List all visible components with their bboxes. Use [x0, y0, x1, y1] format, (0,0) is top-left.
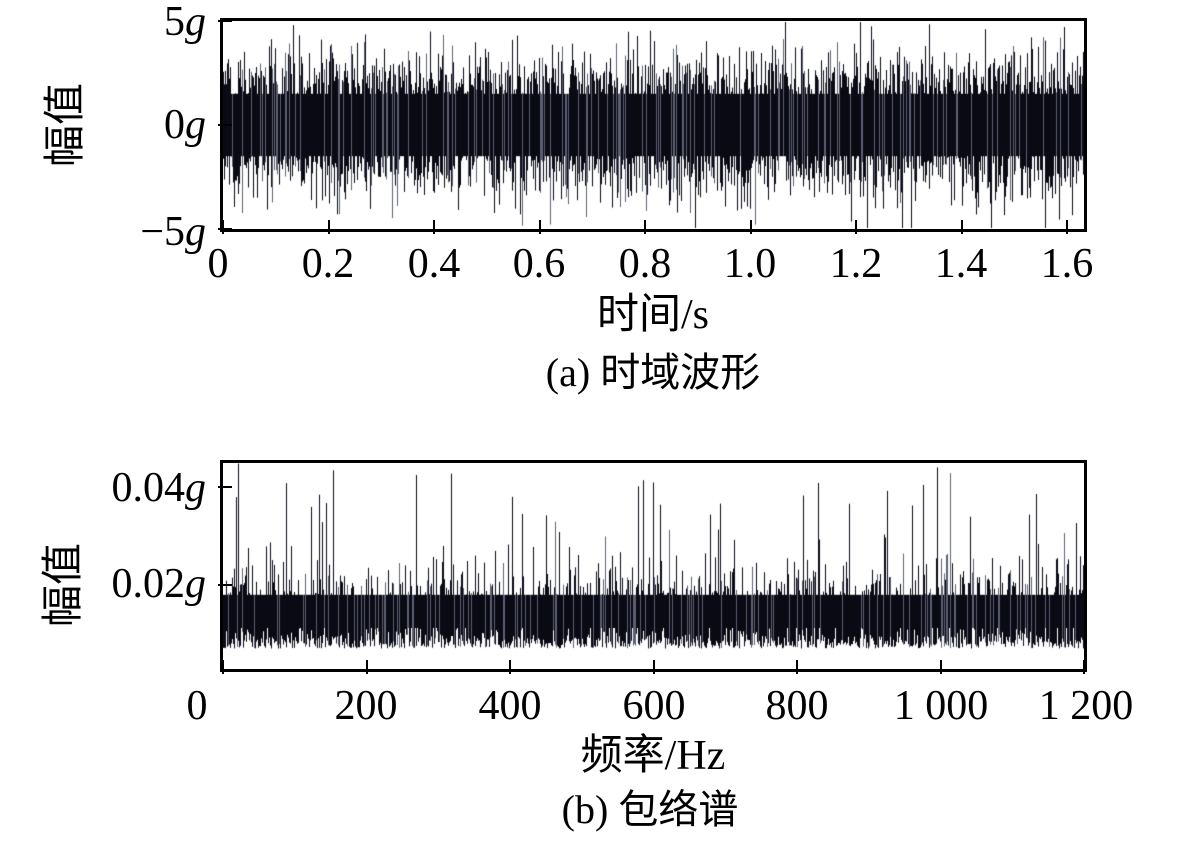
time-waveform-plot-area [218, 18, 1087, 234]
y-axis-tick [218, 486, 232, 489]
x-axis-tick [222, 220, 224, 234]
panel-a-x-tick-label: 0.8 [618, 241, 672, 287]
tick-unit: g [185, 561, 206, 607]
x-axis-tick [644, 220, 647, 234]
x-axis-tick [365, 660, 368, 674]
tick-value: 0.02 [111, 561, 186, 607]
envelope-spectrum-canvas [223, 463, 1084, 669]
tick-value: 5 [164, 0, 185, 45]
panel-a-y-tick-label: 0g [0, 101, 206, 149]
x-axis-tick [538, 220, 541, 234]
x-axis-tick [652, 660, 655, 674]
tick-value: −5 [140, 209, 185, 255]
x-axis-tick [749, 220, 752, 234]
tick-unit: g [185, 465, 206, 511]
panel-a-x-tick-label: 0.6 [512, 241, 566, 287]
panel-a-x-tick-label: 0 [207, 241, 229, 287]
x-axis-tick [222, 660, 224, 674]
panel-a-y-tick-label: −5g [0, 208, 206, 256]
panel-a-x-tick-label: 0.4 [407, 241, 461, 287]
tick-unit: g [185, 102, 206, 148]
panel-a-x-tick-label: 0.2 [301, 241, 355, 287]
x-axis-tick [960, 220, 963, 234]
tick-value: 0.04 [111, 465, 186, 511]
x-axis-tick [939, 660, 942, 674]
x-axis-tick [796, 660, 798, 674]
tick-unit: g [185, 0, 206, 45]
envelope-spectrum-plot-area [218, 460, 1087, 674]
x-axis-tick [433, 220, 436, 234]
panel-b-x-tick-label: 1 000 [893, 683, 989, 729]
panel-b-x-tick-label: 800 [765, 683, 829, 729]
panel-a-x-axis-title: 时间/s [596, 292, 710, 338]
panel-b-y-tick-label: 0.02g [0, 560, 207, 608]
panel-b-x-tick-label: 600 [622, 683, 686, 729]
panel-b-x-tick-label: 200 [334, 683, 398, 729]
y-axis-tick [218, 124, 232, 126]
panel-a-caption: (a) 时域波形 [545, 350, 761, 395]
x-axis-tick [1083, 660, 1085, 674]
tick-unit: g [185, 209, 206, 255]
panel-b-y-tick-label: 0.04g [0, 464, 207, 512]
panel-b-x-axis-title: 频率/Hz [580, 733, 726, 779]
panel-b-caption: (b) 包络谱 [561, 787, 739, 832]
x-axis-tick [509, 660, 511, 674]
tick-value: 0 [164, 102, 185, 148]
panel-a-x-tick-label: 1.0 [723, 241, 777, 287]
panel-a-x-tick-label: 1.6 [1040, 241, 1094, 287]
y-axis-tick [218, 228, 232, 230]
panel-a-y-tick-label: 5g [0, 0, 206, 46]
x-axis-tick [327, 220, 330, 234]
y-axis-tick [218, 20, 232, 22]
panel-b-x-tick-label: 1 200 [1038, 683, 1134, 729]
panel-a-x-tick-label: 1.2 [829, 241, 883, 287]
x-axis-tick [855, 220, 858, 234]
panel-a-x-tick-label: 1.4 [934, 241, 988, 287]
time-waveform-canvas [223, 21, 1084, 229]
panel-b-x-tick-label: 0 [186, 683, 208, 729]
y-axis-tick [218, 584, 232, 587]
x-axis-tick [1066, 220, 1069, 234]
panel-b-x-tick-label: 400 [478, 683, 542, 729]
